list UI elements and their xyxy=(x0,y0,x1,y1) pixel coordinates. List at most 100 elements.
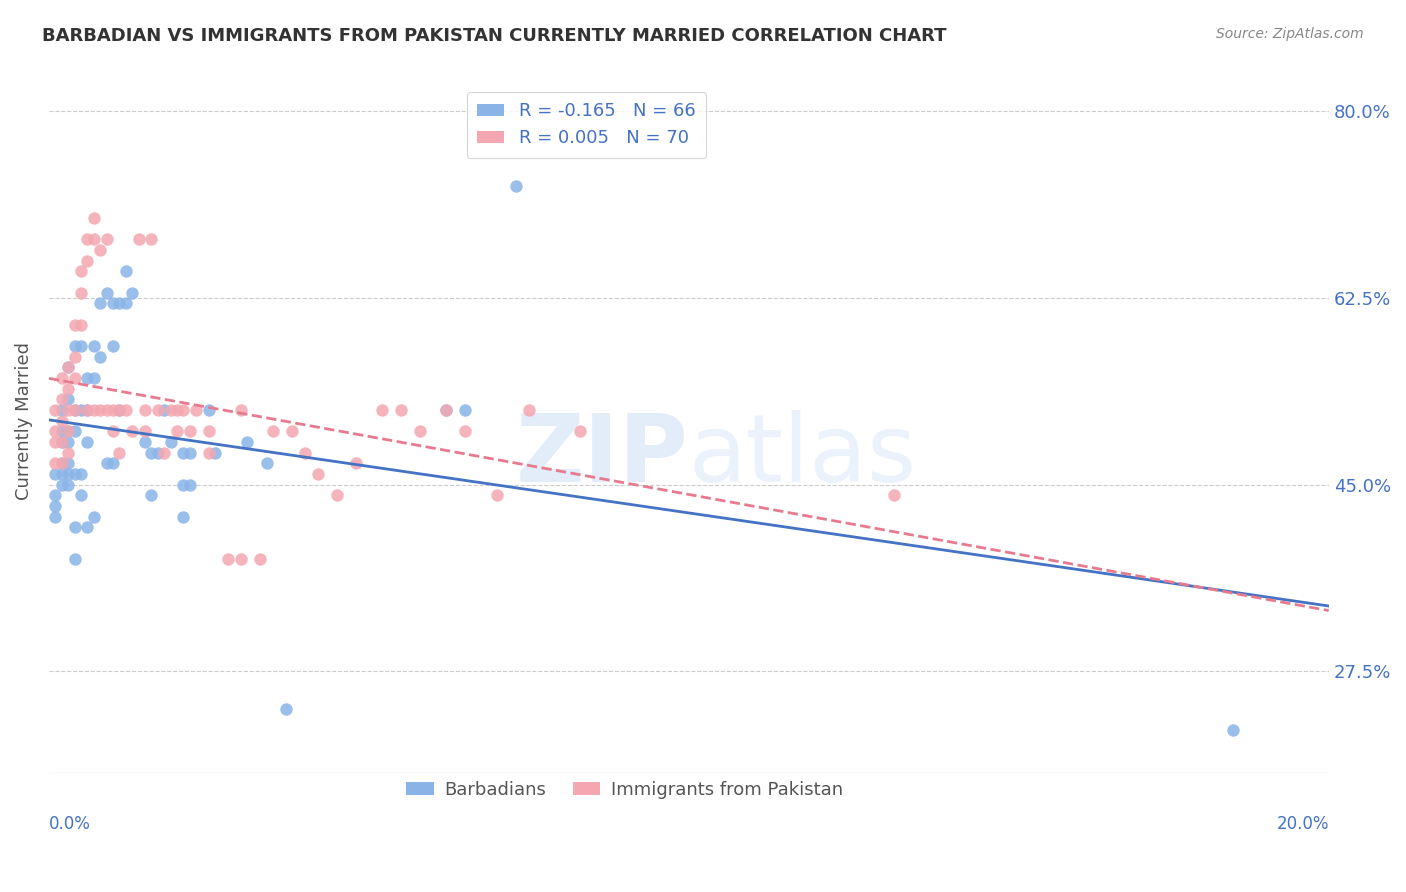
Point xyxy=(101,296,124,310)
Point xyxy=(569,425,592,439)
Point xyxy=(70,285,93,300)
Point xyxy=(51,403,73,417)
Point xyxy=(409,425,432,439)
Point xyxy=(76,403,98,417)
Point xyxy=(229,552,252,566)
Point xyxy=(63,403,86,417)
Point xyxy=(76,403,98,417)
Point xyxy=(63,318,86,332)
Point xyxy=(294,445,316,459)
Point xyxy=(159,403,181,417)
Point xyxy=(108,403,131,417)
Point xyxy=(159,435,181,450)
Point xyxy=(326,488,349,502)
Point xyxy=(76,232,98,246)
Point xyxy=(70,488,93,502)
Point xyxy=(172,445,194,459)
Point xyxy=(83,211,105,225)
Point xyxy=(141,445,163,459)
Text: atlas: atlas xyxy=(689,409,917,502)
Point xyxy=(51,435,73,450)
Point xyxy=(63,552,86,566)
Point xyxy=(121,285,143,300)
Point xyxy=(63,403,86,417)
Point xyxy=(96,285,118,300)
Point xyxy=(96,232,118,246)
Point xyxy=(83,232,105,246)
Point xyxy=(83,339,105,353)
Point xyxy=(281,425,304,439)
Point xyxy=(44,425,66,439)
Point xyxy=(51,456,73,470)
Point xyxy=(56,382,79,396)
Point xyxy=(134,435,156,450)
Point xyxy=(44,509,66,524)
Point xyxy=(51,425,73,439)
Point xyxy=(114,296,136,310)
Point xyxy=(114,264,136,278)
Point xyxy=(179,477,201,491)
Y-axis label: Currently Married: Currently Married xyxy=(15,342,32,500)
Point xyxy=(89,243,111,257)
Point xyxy=(76,520,98,534)
Point xyxy=(96,403,118,417)
Text: Source: ZipAtlas.com: Source: ZipAtlas.com xyxy=(1216,27,1364,41)
Point xyxy=(249,552,271,566)
Point xyxy=(186,403,208,417)
Point xyxy=(236,435,259,450)
Point xyxy=(56,360,79,375)
Point xyxy=(70,339,93,353)
Point xyxy=(56,435,79,450)
Point xyxy=(44,467,66,481)
Point xyxy=(51,467,73,481)
Point xyxy=(63,467,86,481)
Point xyxy=(134,403,156,417)
Point xyxy=(229,403,252,417)
Point xyxy=(108,296,131,310)
Point xyxy=(114,403,136,417)
Point xyxy=(83,403,105,417)
Point xyxy=(256,456,278,470)
Point xyxy=(63,520,86,534)
Point xyxy=(56,425,79,439)
Point xyxy=(141,232,163,246)
Point xyxy=(89,350,111,364)
Point xyxy=(63,339,86,353)
Point xyxy=(166,425,188,439)
Point xyxy=(56,425,79,439)
Point xyxy=(83,371,105,385)
Point xyxy=(63,371,86,385)
Point xyxy=(51,477,73,491)
Point xyxy=(344,456,367,470)
Point xyxy=(51,435,73,450)
Point xyxy=(56,456,79,470)
Point xyxy=(63,425,86,439)
Point xyxy=(89,296,111,310)
Point xyxy=(76,253,98,268)
Point xyxy=(44,488,66,502)
Point xyxy=(389,403,412,417)
Point xyxy=(56,392,79,407)
Point xyxy=(434,403,457,417)
Point xyxy=(44,456,66,470)
Point xyxy=(370,403,392,417)
Point xyxy=(198,425,221,439)
Point xyxy=(505,178,527,193)
Text: ZIP: ZIP xyxy=(516,409,689,502)
Point xyxy=(146,445,169,459)
Point xyxy=(134,425,156,439)
Point xyxy=(166,403,188,417)
Point xyxy=(51,371,73,385)
Point xyxy=(76,435,98,450)
Point xyxy=(172,477,194,491)
Point xyxy=(63,350,86,364)
Point xyxy=(153,445,176,459)
Point xyxy=(262,425,284,439)
Point xyxy=(307,467,329,481)
Point xyxy=(56,445,79,459)
Point xyxy=(172,403,194,417)
Point xyxy=(485,488,508,502)
Point xyxy=(198,403,221,417)
Point xyxy=(108,403,131,417)
Point xyxy=(179,445,201,459)
